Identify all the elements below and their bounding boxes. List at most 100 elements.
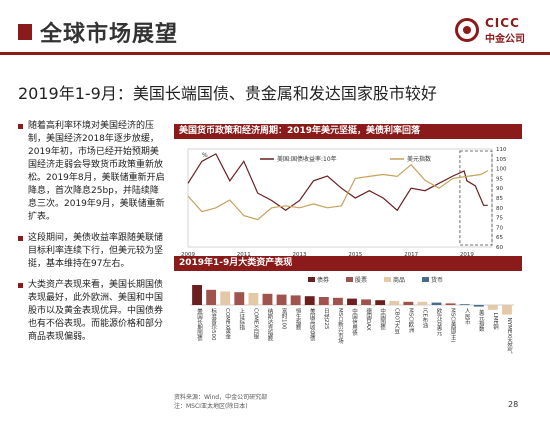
header-divider	[0, 52, 550, 55]
panel-title: 2019年1-9月大类资产表现	[174, 256, 522, 271]
legend-label: 债券	[317, 276, 329, 284]
category-label: 美国高收益债	[309, 307, 316, 343]
category-label: 中国国债	[379, 307, 386, 332]
y-axis-label: %	[202, 152, 208, 159]
cicc-logo: CICC 中金公司	[455, 16, 535, 46]
bar	[487, 305, 498, 310]
bar	[459, 304, 470, 305]
y-right-tick-label: 100	[496, 167, 507, 173]
bar	[192, 285, 202, 305]
bullet-list: 随着高利率环境对美国经济的压制，美国经济2018年逐步放缓，2019年初，市场已…	[18, 120, 166, 352]
bar	[318, 297, 329, 305]
footnote: 注：MSCI亚太地区(除日本)	[174, 403, 248, 410]
category-label: COMEX白银	[252, 308, 259, 340]
bar	[431, 302, 442, 305]
y-right-tick-label: 105	[496, 157, 507, 163]
bar	[206, 289, 217, 305]
y-right-tick-label: 60	[496, 245, 503, 251]
plot-frame	[187, 148, 493, 248]
legend-label: 货币	[431, 276, 443, 284]
line-chart: % 60 65 70 75 80 85 90 95 100 105 110 2009 2011 2013 20…	[181, 147, 507, 258]
bar	[262, 293, 273, 305]
bar	[417, 301, 428, 305]
x-tick-label: 2015	[348, 252, 362, 257]
category-label: 日经225	[323, 308, 330, 330]
x-tick-label: 2009	[181, 252, 195, 257]
slide-subtitle: 2019年1-9月：美国长端国债、贵金属和发达国家股市较好	[18, 84, 437, 103]
category-label: 中国信用债	[351, 307, 358, 337]
category-label: NYMEX天然气	[506, 318, 513, 354]
category-label: 美元指数	[478, 308, 485, 333]
panel-policy-cycle: 美国货币政策和经济周期：2019年美元坚挺，美债利率回落 % 60 65 70 75 80…	[174, 124, 522, 261]
category-label: 标准普尔500	[210, 307, 217, 341]
bar	[276, 294, 287, 305]
brand-bar	[18, 24, 32, 40]
legend-label: 美元指数	[407, 155, 431, 163]
y-right-tick-label: 75	[496, 216, 503, 222]
x-tick-label: 2017	[404, 252, 418, 257]
category-label: 富时100	[281, 307, 288, 330]
y-right-tick-label: 70	[496, 225, 503, 231]
legend-label: 股票	[355, 277, 367, 284]
legend-swatch	[308, 277, 315, 282]
series-line	[187, 153, 488, 212]
y-right-tick-label: 85	[496, 196, 503, 202]
category-label: 欧元兑美元	[436, 307, 443, 337]
category-label: 美国长期国债	[196, 307, 203, 343]
category-label: MSCI美国(主)	[450, 308, 457, 343]
legend-swatch	[346, 277, 353, 282]
source-note: 资料来源：Wind，中金公司研究部	[174, 394, 268, 401]
y-right-tick-label: 90	[496, 186, 503, 192]
category-label: LME铜	[492, 313, 499, 331]
x-tick-label: 2013	[293, 252, 307, 257]
category-label: CBOT大豆	[393, 308, 400, 335]
legend-label: 商品	[393, 276, 405, 284]
bar	[389, 301, 400, 305]
category-label: 人民币	[464, 308, 471, 326]
category-label: 德国DAX	[365, 307, 372, 331]
bullet-item: 这段期间，美债收益率跟随美联储目标利率连续下行，但美元较为坚挺，基本维持在97左…	[18, 232, 166, 271]
category-label: MSCI新兴市场	[337, 308, 344, 345]
category-label: ICE布油	[421, 308, 428, 329]
bar	[290, 295, 301, 305]
legend-label: 美国:国债收益率:10年	[277, 155, 337, 163]
bar	[234, 292, 245, 305]
x-tick-label: 2019	[460, 252, 474, 257]
y-right-tick-label: 80	[496, 206, 503, 212]
category-label: 上证综指	[238, 307, 245, 332]
legend-swatch	[384, 277, 391, 282]
bar	[304, 296, 315, 305]
cicc-logo-icon	[455, 18, 479, 42]
bar	[403, 301, 414, 305]
category-label: COMEX黄金	[224, 308, 231, 339]
legend-swatch	[422, 277, 429, 282]
bar	[445, 303, 456, 305]
bullet-item: 随着高利率环境对美国经济的压制，美国经济2018年逐步放缓，2019年初，市场已…	[18, 120, 166, 224]
bar	[361, 299, 372, 305]
category-label: 恒生指数	[295, 307, 302, 332]
y-right-tick-label: 65	[496, 235, 503, 241]
category-label: 纳斯达克指数	[266, 307, 273, 343]
bar	[220, 291, 231, 305]
bar	[375, 300, 386, 305]
bar-chart: 债券 股票 商品 货币美国长期国债 标准普尔500 COMEX黄金 上证综指 COMEX白银纳…	[190, 276, 514, 354]
bar	[347, 298, 357, 305]
header: 全球市场展望 CICC 中金公司	[0, 0, 550, 52]
bullet-item: 大类资产表现来看，美国长期国债表现最好，此外欧洲、美国和中国股市以及黄金表现优异…	[18, 279, 166, 344]
page-number: 28	[508, 400, 519, 409]
bar	[248, 293, 259, 305]
logo-en: CICC	[485, 16, 520, 30]
y-right-tick-label: 110	[496, 147, 507, 153]
logo-cn: 中金公司	[485, 34, 525, 45]
panel-asset-performance: 2019年1-9月大类资产表现 债券 股票 商品 货币美国长期国债 标准普尔500 COM…	[174, 256, 522, 393]
bar	[473, 305, 484, 307]
highlight-box	[459, 150, 493, 246]
series-line	[187, 163, 489, 221]
x-tick-label: 2011	[237, 252, 251, 257]
bar	[502, 305, 512, 315]
page-title: 全球市场展望	[40, 22, 179, 47]
category-label: MSCI欧洲	[407, 308, 414, 333]
panel-title: 美国货币政策和经济周期：2019年美元坚挺，美债利率回落	[174, 124, 522, 139]
bar	[332, 297, 343, 305]
y-right-tick-label: 95	[496, 176, 503, 182]
